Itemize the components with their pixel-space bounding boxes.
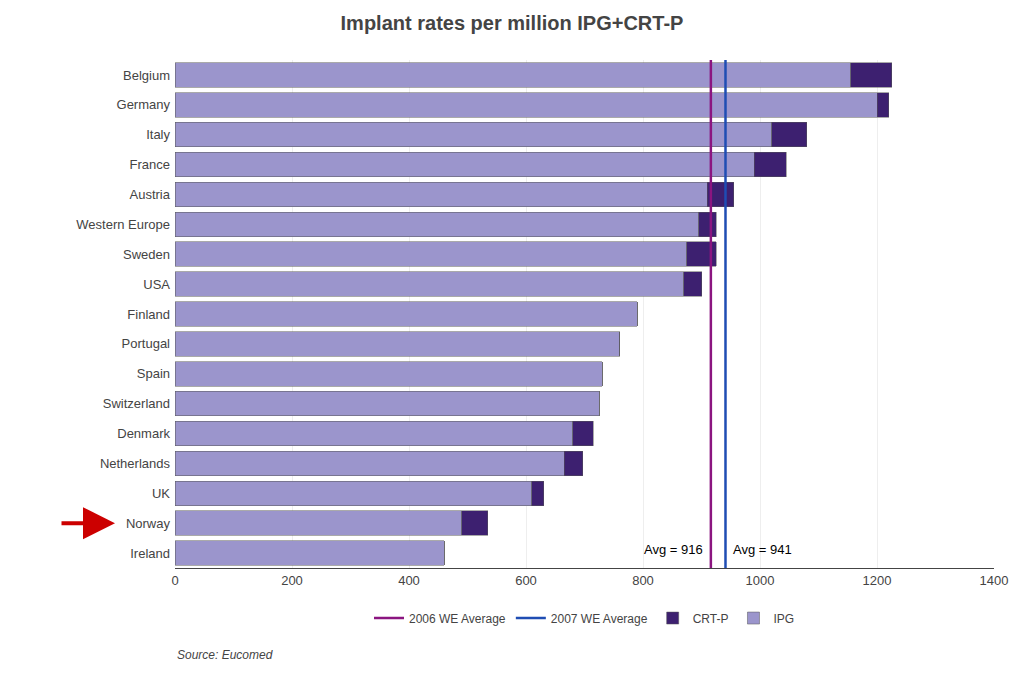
svg-text:1000: 1000 — [746, 573, 775, 588]
svg-text:Sweden: Sweden — [123, 247, 170, 262]
svg-text:Belgium: Belgium — [123, 67, 170, 82]
svg-text:Norway: Norway — [126, 516, 171, 531]
svg-text:Source: Eucomed: Source: Eucomed — [177, 648, 273, 662]
svg-text:200: 200 — [281, 573, 303, 588]
svg-text:600: 600 — [515, 573, 537, 588]
svg-text:1400: 1400 — [980, 573, 1009, 588]
svg-text:Germany: Germany — [117, 97, 171, 112]
svg-text:0: 0 — [171, 573, 178, 588]
svg-text:Italy: Italy — [146, 127, 170, 142]
svg-text:USA: USA — [143, 277, 170, 292]
svg-text:UK: UK — [152, 486, 170, 501]
svg-text:Switzerland: Switzerland — [103, 396, 170, 411]
svg-text:IPG: IPG — [773, 612, 794, 626]
svg-text:Austria: Austria — [130, 187, 171, 202]
svg-text:Ireland: Ireland — [130, 546, 170, 561]
svg-text:Denmark: Denmark — [117, 426, 170, 441]
svg-text:2007 WE Average: 2007 WE Average — [551, 612, 648, 626]
svg-text:1200: 1200 — [863, 573, 892, 588]
svg-text:France: France — [130, 157, 170, 172]
svg-text:Portugal: Portugal — [122, 336, 171, 351]
svg-text:Implant rates per million IPG+: Implant rates per million IPG+CRT-P — [341, 12, 684, 34]
svg-text:Finland: Finland — [127, 307, 170, 322]
svg-text:Western Europe: Western Europe — [76, 217, 170, 232]
svg-text:Netherlands: Netherlands — [100, 456, 171, 471]
svg-text:800: 800 — [632, 573, 654, 588]
svg-text:2006 WE Average: 2006 WE Average — [409, 612, 506, 626]
svg-text:400: 400 — [398, 573, 420, 588]
svg-text:Avg = 941: Avg = 941 — [733, 542, 792, 557]
svg-text:Avg = 916: Avg = 916 — [644, 542, 703, 557]
svg-text:Spain: Spain — [137, 366, 170, 381]
svg-text:CRT-P: CRT-P — [693, 612, 729, 626]
